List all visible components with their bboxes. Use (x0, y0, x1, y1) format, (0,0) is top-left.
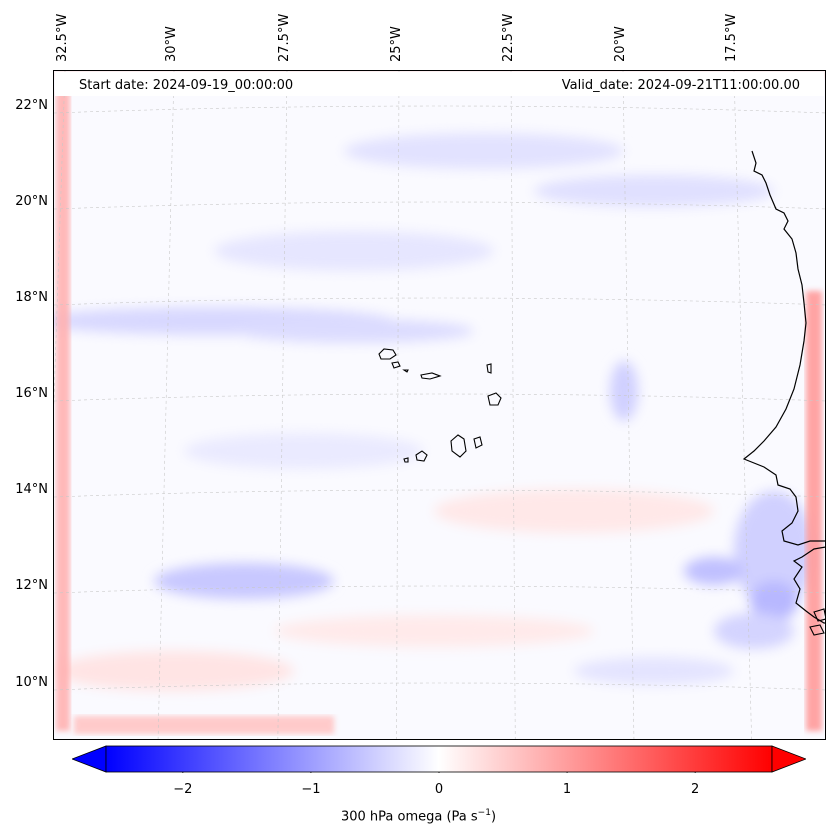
latitude-label: 16°N (15, 386, 48, 401)
start-date-label: Start date: 2024-09-19_00:00:00 (79, 78, 294, 93)
longitude-label: 20°W (613, 26, 628, 62)
omega-field-map (54, 71, 825, 739)
colorbar-extend-low (72, 745, 107, 773)
map-header: Start date: 2024-09-19_00:00:00 Valid_da… (55, 72, 824, 96)
latitude-label: 14°N (15, 482, 48, 497)
coastline-africa (742, 150, 825, 624)
colorbar-bar (72, 745, 806, 773)
latitude-label: 12°N (15, 578, 48, 593)
map-panel: Start date: 2024-09-19_00:00:00 Valid_da… (53, 70, 826, 740)
latitude-label: 18°N (15, 290, 48, 305)
latitude-label: 10°N (15, 675, 48, 690)
longitude-label: 30°W (164, 26, 179, 62)
colorbar (72, 745, 806, 773)
longitude-label: 22.5°W (501, 13, 516, 62)
colorbar-tick-label: 1 (562, 782, 572, 797)
colorbar-tick-label: 0 (434, 782, 444, 797)
colorbar-tick-label: −1 (301, 782, 321, 797)
longitude-label: 17.5°W (724, 13, 739, 62)
valid-date-label: Valid_date: 2024-09-21T11:00:00.00 (561, 78, 800, 93)
longitude-label: 32.5°W (55, 13, 70, 62)
longitude-label: 27.5°W (277, 13, 292, 62)
islands (378, 348, 825, 636)
colorbar-extend-high (771, 745, 806, 773)
colorbar-tick-label: −2 (173, 782, 193, 797)
colorbar-label: 300 hPa omega (Pa s−1) (340, 808, 497, 825)
latitude-label: 20°N (15, 194, 48, 209)
latitude-label: 22°N (15, 98, 48, 113)
graticule (54, 71, 825, 739)
longitude-label: 25°W (389, 26, 404, 62)
colorbar-tick-label: 2 (691, 782, 700, 797)
